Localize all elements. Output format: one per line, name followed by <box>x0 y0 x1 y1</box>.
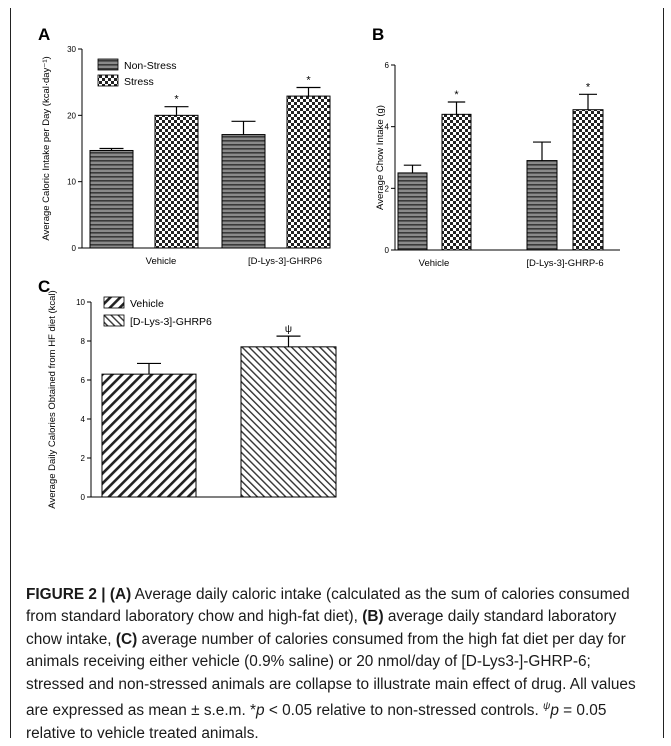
caption-figure-label: FIGURE 2 | <box>26 586 110 603</box>
caption-label-a: (A) <box>109 586 132 603</box>
y-axis-label: Average Caloric Intake per Day (kcal·day… <box>41 56 52 240</box>
x-tick-label: Vehicle <box>146 256 177 267</box>
y-tick-label: 30 <box>67 45 76 54</box>
legend-label: Non-Stress <box>124 60 177 72</box>
caption-text-d: < 0.05 relative to non-stressed controls… <box>264 702 544 720</box>
bar <box>397 172 428 251</box>
panel-label: A <box>38 25 50 44</box>
legend-swatch <box>103 314 125 327</box>
significance-marker: * <box>586 81 591 93</box>
caption-text-e: = 0.05 relative to vehicle treated anima… <box>26 702 607 742</box>
bar <box>441 113 472 251</box>
x-tick-label: [D-Lys-3]-GHRP6 <box>248 256 322 267</box>
bar <box>572 109 604 251</box>
y-tick-label: 2 <box>385 184 390 193</box>
legend-label: [D-Lys-3]-GHRP6 <box>130 316 212 328</box>
bar <box>286 95 331 249</box>
caption-p-symbol-1: p <box>256 702 265 720</box>
x-tick-label: [D-Lys-3]-GHRP-6 <box>526 258 603 269</box>
legend-swatch <box>97 74 119 87</box>
chart-panel-b: B 0 2 4 6 Average Chow Intake (g) * * Vehicle [D-… <box>372 25 620 269</box>
y-tick-label: 8 <box>81 337 86 346</box>
panel-label: B <box>372 25 384 44</box>
caption-p-symbol-2: p <box>550 702 559 720</box>
y-tick-label: 20 <box>67 111 76 120</box>
significance-marker: * <box>454 89 459 101</box>
significance-marker: * <box>306 74 311 86</box>
figure-frame <box>10 8 664 738</box>
legend-label: Vehicle <box>130 298 164 310</box>
chart-panel-c: C 0 2 4 6 8 10 Average Daily Calories Obtained … <box>38 277 337 509</box>
y-axis-label: Average Chow Intake (g) <box>375 105 386 210</box>
bar <box>89 149 134 249</box>
caption-text-b: average daily standard laboratory chow i… <box>26 608 617 648</box>
caption-label-b: (B) <box>362 608 384 626</box>
chart-panel-a: A 0 10 20 30 Average Caloric Intake per Day (… <box>38 25 331 267</box>
x-tick-label: Vehicle <box>419 258 450 269</box>
bar <box>221 134 266 249</box>
y-tick-label: 2 <box>81 454 86 463</box>
significance-marker: ψ <box>285 324 292 335</box>
legend-swatch <box>103 296 125 309</box>
y-tick-label: 0 <box>72 244 77 253</box>
caption-psi-symbol: ψ <box>543 701 551 713</box>
significance-marker: * <box>174 94 179 106</box>
caption-label-c: (C) <box>115 630 138 648</box>
caption-text-c: average number of calories consumed from… <box>26 630 636 720</box>
y-tick-label: 6 <box>81 376 86 385</box>
y-tick-label: 4 <box>81 415 86 424</box>
y-tick-label: 10 <box>76 298 85 307</box>
legend-swatch <box>97 58 119 71</box>
y-tick-label: 10 <box>67 178 76 187</box>
bar <box>240 346 337 498</box>
y-axis-label: Average Daily Calories Obtained from HF … <box>47 290 58 508</box>
y-tick-label: 0 <box>81 493 86 502</box>
legend-label: Stress <box>124 76 154 88</box>
y-tick-label: 4 <box>385 123 390 132</box>
figure-caption: FIGURE 2 | (A) Average daily caloric int… <box>26 584 646 745</box>
bar <box>154 114 199 249</box>
bar <box>101 373 197 498</box>
caption-text-a: Average daily caloric intake (calculated… <box>26 586 630 626</box>
y-tick-label: 0 <box>385 246 390 255</box>
y-tick-label: 6 <box>385 61 390 70</box>
panel-label: C <box>38 277 50 296</box>
bar <box>526 160 558 251</box>
